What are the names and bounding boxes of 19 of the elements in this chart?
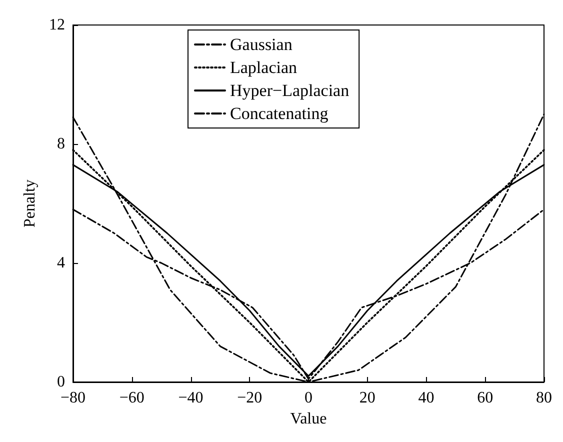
y-axis-title: Penalty (22, 180, 39, 228)
x-tick-label: −40 (178, 390, 204, 406)
x-tick-label: 0 (304, 390, 312, 406)
legend-label: Laplacian (230, 58, 298, 77)
x-tick-label: 60 (477, 390, 494, 406)
x-tick-label: −60 (119, 390, 144, 406)
legend-label: Concatenating (230, 104, 329, 123)
legend-label: Gaussian (230, 35, 293, 54)
x-tick-label: −20 (237, 390, 262, 406)
y-tick-label: 8 (57, 136, 65, 152)
x-tick-label: 20 (359, 390, 376, 406)
y-tick-label: 0 (57, 374, 65, 390)
y-tick-label: 12 (49, 16, 65, 34)
y-tick-label: 4 (57, 254, 65, 272)
x-tick-label: 40 (418, 390, 434, 406)
x-tick-label: 80 (536, 390, 552, 406)
x-tick-label: −80 (60, 390, 86, 406)
x-axis-title: Value (290, 410, 327, 428)
legend-label: Hyper−Laplacian (230, 81, 350, 100)
